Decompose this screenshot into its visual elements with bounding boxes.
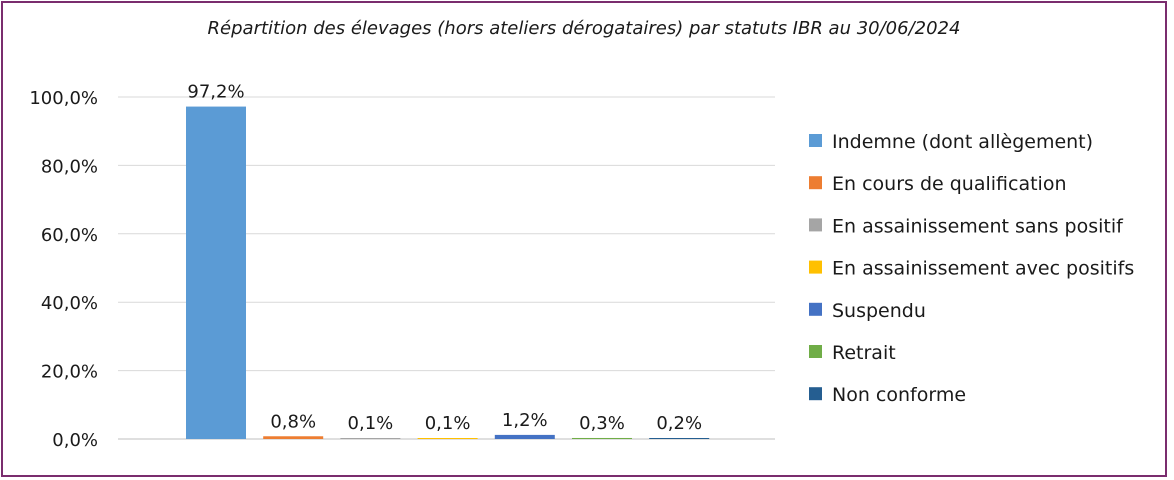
legend-label: En assainissement avec positifs (832, 258, 1134, 280)
data-label: 0,1% (425, 413, 471, 434)
bar (572, 437, 632, 439)
data-label: 0,3% (579, 413, 625, 434)
data-label: 0,8% (270, 411, 316, 432)
y-axis-ticks: 0,0% 20,0% 40,0% 60,0% 80,0% 100,0% (29, 88, 98, 451)
y-tick-label: 20,0% (41, 362, 98, 383)
chart-title: Répartition des élevages (hors ateliers … (208, 18, 961, 39)
y-tick-label: 0,0% (52, 430, 98, 451)
legend-swatch (809, 387, 822, 401)
y-tick-label: 80,0% (41, 156, 98, 177)
legend-label: Indemne (dont allègement) (832, 131, 1093, 153)
legend-label: Non conforme (832, 384, 966, 406)
bar (494, 434, 555, 439)
legend-swatch (809, 218, 822, 232)
legend-label: En assainissement sans positif (832, 215, 1124, 237)
legend-swatch (809, 134, 822, 147)
legend-swatch (809, 302, 822, 316)
data-labels: 97,2% 0,8% 0,1% 0,1% 1,2% 0,3% 0,2% (187, 82, 702, 434)
legend-label: Retrait (832, 342, 896, 364)
legend-label: En cours de qualification (832, 173, 1067, 195)
bar (263, 436, 324, 439)
data-label: 0,1% (348, 413, 394, 434)
bar (649, 438, 710, 439)
legend-label: Suspendu (832, 300, 926, 322)
legend-swatch (809, 345, 822, 358)
y-tick-label: 40,0% (41, 293, 98, 314)
bar (417, 438, 478, 439)
y-tick-label: 60,0% (41, 225, 98, 246)
bars (186, 106, 710, 440)
data-label: 1,2% (502, 410, 548, 431)
legend: Indemne (dont allègement) En cours de qua… (809, 131, 1134, 406)
bar (186, 106, 246, 440)
legend-swatch (809, 176, 822, 190)
data-label: 97,2% (187, 82, 244, 103)
data-label: 0,2% (656, 413, 702, 434)
legend-swatch (809, 260, 822, 274)
y-tick-label: 100,0% (29, 88, 98, 109)
bar (340, 438, 401, 439)
